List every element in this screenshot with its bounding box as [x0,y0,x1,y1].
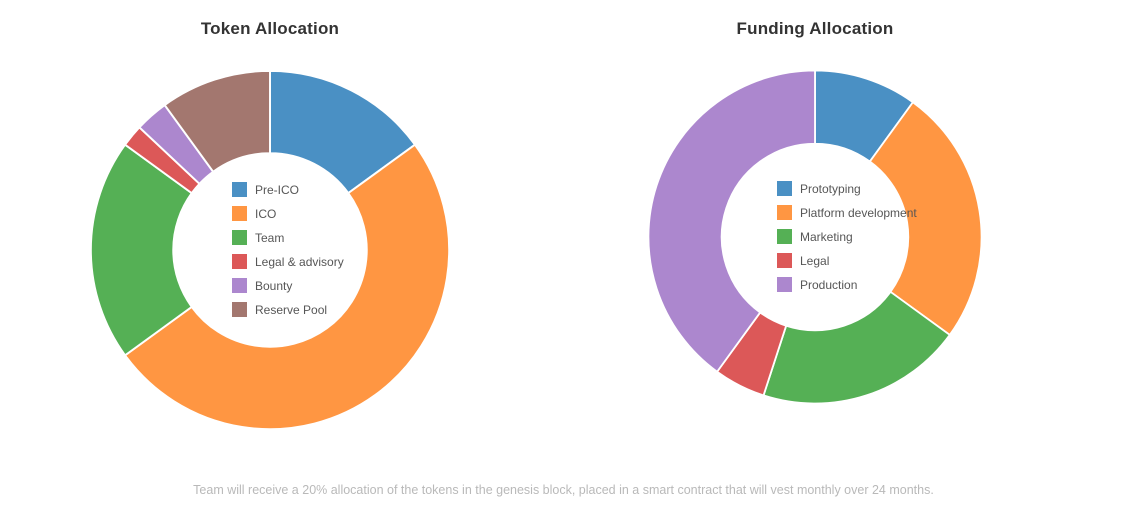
legend-swatch [777,229,792,245]
legend-swatch [777,181,792,197]
chart-title: Token Allocation [200,19,340,38]
funding-allocation-chart: Funding Allocation Prototyping Platform d… [643,19,987,414]
legend-label: Platform development [800,205,917,220]
legend-label: Reserve Pool [255,302,328,317]
legend-label: Pre-ICO [255,182,300,197]
legend-item[interactable]: Pre-ICO [232,178,344,202]
legend-item[interactable]: Marketing [777,225,917,249]
legend-swatch [232,230,247,246]
legend-label: Team [255,230,285,245]
pie-slice[interactable] [647,69,816,373]
legend-swatch [232,182,247,198]
legend-item[interactable]: ICO [232,202,344,226]
legend-item[interactable]: Legal & advisory [232,250,344,274]
legend-swatch [777,205,792,221]
token-allocation-chart: Token Allocation Pre-ICO ICO Team Legal & a… [85,19,455,440]
legend-swatch [777,277,792,293]
pie-slice[interactable] [123,143,450,430]
legend-swatch [777,253,792,269]
legend-label: Legal [800,253,830,268]
pie-slice[interactable] [762,290,952,405]
legend-swatch [232,206,247,222]
chart-legend: Prototyping Platform development Marketing… [777,177,917,297]
legend-label: Legal & advisory [255,254,344,269]
donut-wrap: Pre-ICO ICO Team Legal & advisory Bounty Rese… [85,65,455,435]
chart-title: Funding Allocation [736,19,894,38]
legend-item[interactable]: Platform development [777,201,917,225]
chart-legend: Pre-ICO ICO Team Legal & advisory Bounty Rese… [232,178,344,322]
legend-item[interactable]: Reserve Pool [232,298,344,322]
legend-swatch [232,254,247,270]
pie-slice[interactable] [163,69,271,173]
donut-chart[interactable] [85,65,455,435]
legend-item[interactable]: Prototyping [777,177,917,201]
legend-item[interactable]: Production [777,273,917,297]
legend-label: Marketing [800,229,853,244]
legend-item[interactable]: Bounty [232,274,344,298]
legend-label: Production [800,277,858,292]
legend-label: Bounty [255,278,293,293]
legend-swatch [232,302,247,318]
footnote: Team will receive a 20% allocation of th… [193,483,934,497]
legend-label: Prototyping [800,181,861,196]
legend-item[interactable]: Legal [777,249,917,273]
pie-slice[interactable] [89,143,194,357]
donut-wrap: Prototyping Platform development Marketing… [643,65,987,409]
legend-swatch [232,278,247,294]
donut-chart[interactable] [643,65,987,409]
pie-slice[interactable] [868,100,983,336]
legend-item[interactable]: Team [232,226,344,250]
legend-label: ICO [255,206,277,221]
